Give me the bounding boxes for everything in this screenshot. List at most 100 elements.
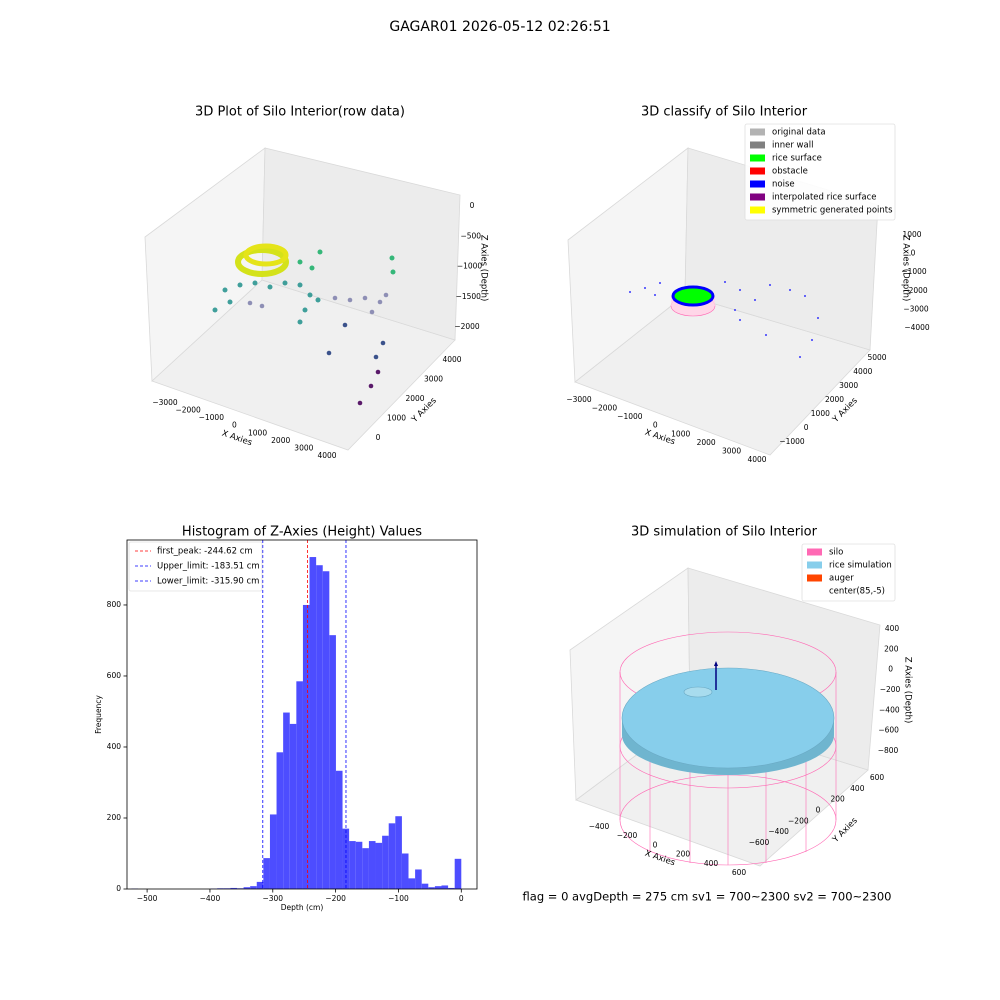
legend-swatch xyxy=(807,587,822,595)
legend-swatch xyxy=(750,154,765,162)
bar xyxy=(263,858,270,889)
z-tick-label: 200 xyxy=(884,644,899,653)
bar xyxy=(250,886,257,889)
legend-swatch xyxy=(750,193,765,201)
x-tick-label: 600 xyxy=(732,868,747,877)
bar xyxy=(322,571,330,889)
x-tick-label: −1000 xyxy=(199,413,225,422)
y-tick-label: 4000 xyxy=(442,355,461,364)
z-tick-label: −3000 xyxy=(903,304,929,313)
y-tick-label: 5000 xyxy=(867,353,886,362)
legend-label: first_peak: -244.62 cm xyxy=(157,547,253,557)
chart-title: 3D simulation of Silo Interior xyxy=(631,525,818,540)
z-axis-label: Z Axies (Depth) xyxy=(903,657,913,724)
y-tick-label: 400 xyxy=(850,784,865,793)
x-tick-label: 0 xyxy=(653,421,658,430)
bar xyxy=(335,770,343,889)
y-tick-label: 400 xyxy=(107,742,122,751)
z-tick-label: −800 xyxy=(878,746,899,755)
x-tick-label: 400 xyxy=(704,859,719,868)
bar xyxy=(342,828,350,889)
bar xyxy=(329,635,336,889)
z-tick-label: −1000 xyxy=(457,262,483,271)
bar xyxy=(349,841,356,889)
x-axis-label: Depth (cm) xyxy=(281,903,324,912)
panes-1 xyxy=(144,147,461,451)
z-tick-label: −200 xyxy=(880,685,901,694)
y-tick-label: 0 xyxy=(804,423,809,432)
z-tick-label: 400 xyxy=(885,624,900,633)
z-tick-label: 0 xyxy=(470,201,475,210)
x-tick-label: −300 xyxy=(262,894,283,903)
x-tick-label: 3000 xyxy=(722,446,741,455)
bar xyxy=(434,886,442,889)
x-tick-label: 4000 xyxy=(747,455,766,464)
legend-swatch xyxy=(750,180,765,188)
status-text: flag = 0 avgDepth = 275 cm sv1 = 700~230… xyxy=(523,890,892,904)
x-tick-label: 0 xyxy=(232,421,237,430)
legend-box xyxy=(744,123,896,221)
figure-title: GAGAR01 2026-05-12 02:26:51 xyxy=(389,19,610,35)
x-tick-label: 2000 xyxy=(697,438,716,447)
x-tick-label: 3000 xyxy=(294,443,313,452)
y-axis-label: Y Axies xyxy=(830,816,860,846)
y-tick-label: 2000 xyxy=(405,394,424,403)
legend-swatch xyxy=(750,167,765,175)
y-tick-label: −200 xyxy=(788,816,809,825)
bar xyxy=(289,723,297,889)
legend-label: rice surface xyxy=(772,154,822,164)
bar xyxy=(454,858,462,889)
y-axis-label: Frequency xyxy=(94,695,103,734)
y-tick-label: 200 xyxy=(107,813,122,822)
z-tick-label: 1000 xyxy=(902,230,921,239)
bar xyxy=(401,853,409,889)
legend-label: obstacle xyxy=(772,167,808,177)
z-tick-label: −1500 xyxy=(456,292,482,301)
bar xyxy=(243,887,251,889)
z-tick-label: −400 xyxy=(879,705,900,714)
x-tick-label: 1000 xyxy=(671,429,690,438)
bar xyxy=(256,881,264,889)
bar xyxy=(269,814,277,889)
x-tick-label: −1000 xyxy=(617,412,643,421)
scatter-decoration-1 xyxy=(212,243,396,406)
bar xyxy=(368,841,376,889)
x-tick-label: 4000 xyxy=(317,451,336,460)
y-tick-label: −600 xyxy=(749,838,770,847)
x-tick-label: 200 xyxy=(676,850,691,859)
y-tick-label: 4000 xyxy=(853,367,872,376)
y-tick-label: 600 xyxy=(107,671,122,680)
bar xyxy=(230,887,237,889)
legend-swatch xyxy=(750,141,765,149)
bar xyxy=(382,835,389,889)
x-tick-label: −3000 xyxy=(566,395,592,404)
y-tick-label: 800 xyxy=(107,600,122,609)
y-tick-label: 3000 xyxy=(839,381,858,390)
plot-frame xyxy=(126,539,478,890)
y-tick-label: 0 xyxy=(376,433,381,442)
z-tick-label: −4000 xyxy=(904,323,930,332)
legend-swatch xyxy=(807,561,822,569)
bar xyxy=(395,816,402,889)
x-tick-label: −400 xyxy=(200,894,221,903)
y-tick-label: 0 xyxy=(816,806,821,815)
x-tick-label: 0 xyxy=(653,840,658,849)
rice-decoration xyxy=(621,661,835,775)
x-tick-label: −3000 xyxy=(152,398,178,407)
chart-title: 3D Plot of Silo Interior(row data) xyxy=(195,105,405,120)
z-axis-label: Z Axies (Depth) xyxy=(901,235,911,302)
x-tick-label: 0 xyxy=(459,894,464,903)
chart-title: 3D classify of Silo Interior xyxy=(641,105,808,120)
legend-swatch xyxy=(807,548,822,556)
legend-label: interpolated rice surface xyxy=(772,193,877,203)
z-tick-label: 0 xyxy=(888,665,893,674)
y-tick-label: −400 xyxy=(768,827,789,836)
bar xyxy=(316,565,323,889)
z-tick-label: −1000 xyxy=(901,267,927,276)
bar xyxy=(375,842,383,889)
bar xyxy=(421,883,429,889)
legend-box xyxy=(128,541,263,592)
y-tick-label: 1000 xyxy=(387,414,406,423)
x-axis-label: X Axies xyxy=(643,849,676,869)
